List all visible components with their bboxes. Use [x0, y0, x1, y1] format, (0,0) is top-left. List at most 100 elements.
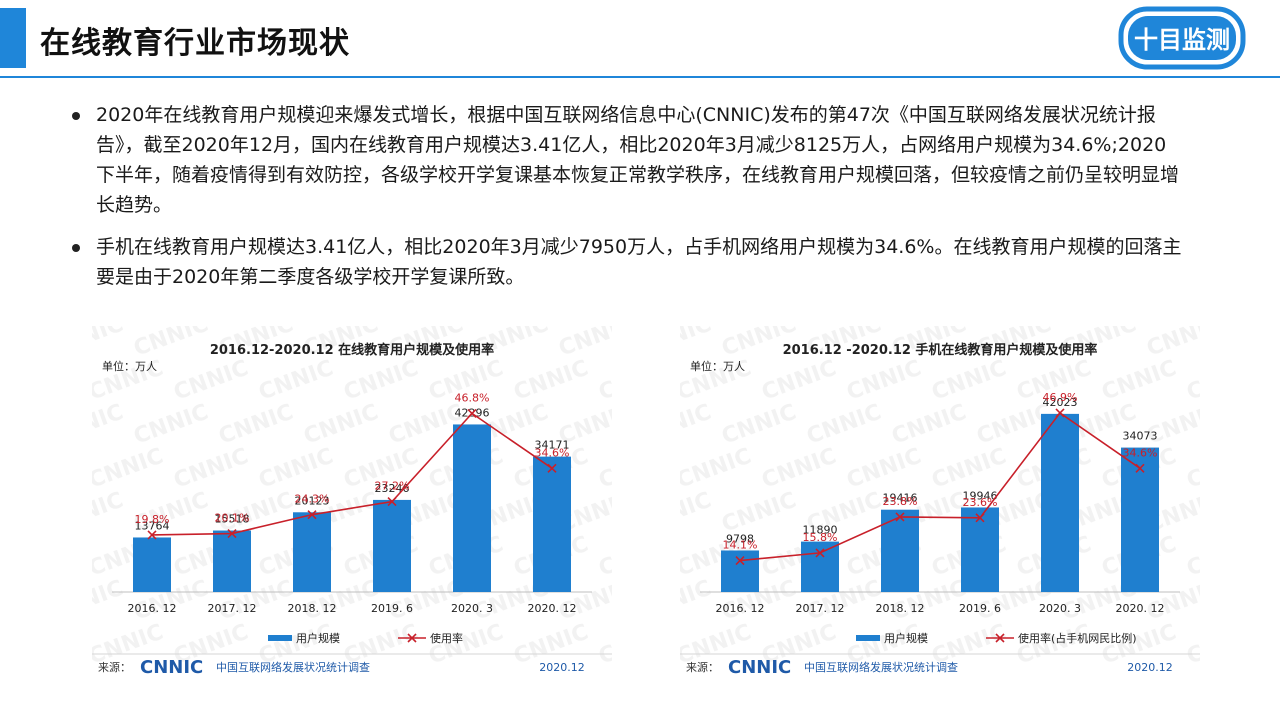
line-value-label: 34.6% [535, 446, 570, 459]
watermark-text: CNNIC [1184, 444, 1200, 494]
page-title: 在线教育行业市场现状 [40, 26, 350, 61]
legend-line-marker [407, 633, 417, 643]
line-value-label: 24.3% [295, 493, 330, 506]
legend-bar-swatch [268, 635, 292, 641]
line-point [735, 555, 745, 566]
watermark-text: CNNIC [804, 400, 885, 450]
watermark-text: CNNIC [1184, 356, 1200, 406]
watermark-text: CNNIC [1184, 620, 1200, 670]
line-point [307, 510, 317, 520]
watermark-text: CNNIC [171, 444, 252, 494]
source-date: 2020.12 [539, 661, 585, 674]
watermark-text: CNNIC [844, 356, 925, 406]
watermark-text: CNNIC [844, 444, 925, 494]
line-point [815, 548, 825, 558]
watermark-text: CNNIC [596, 532, 612, 582]
watermark-text: CNNIC [596, 620, 612, 670]
watermark-text: CNNIC [719, 400, 800, 450]
bar-value-label: 13764 [135, 519, 170, 532]
watermark-text: CNNIC [92, 400, 127, 450]
point-marker [1055, 408, 1065, 418]
brand-logo: 十目监测 [1118, 6, 1246, 70]
source-date: 2020.12 [1127, 661, 1173, 674]
watermark-text: CNNIC [131, 326, 212, 362]
x-tick-label: 2018. 12 [876, 602, 925, 615]
bar [1121, 447, 1159, 592]
line-value-label: 23.6% [963, 496, 998, 509]
legend-line-label: 使用率 [430, 631, 463, 645]
series-line [739, 411, 1141, 562]
watermark-text: CNNIC [341, 356, 422, 406]
line-point [227, 528, 237, 539]
watermark-text: CNNIC [596, 444, 612, 494]
x-tick-label: 2020. 3 [451, 602, 493, 615]
legend-line-label: 使用率(占手机网民比例) [1018, 631, 1137, 645]
bar [721, 550, 759, 592]
line-value-label: 46.8% [455, 391, 490, 404]
bar [213, 530, 251, 592]
bar-value-label: 9798 [726, 532, 754, 545]
bar-value-label: 15518 [215, 513, 250, 526]
watermark-text: CNNIC [256, 444, 337, 494]
x-tick-label: 2020. 12 [1116, 602, 1165, 615]
chart-title: 2016.12 -2020.12 手机在线教育用户规模及使用率 [783, 342, 1098, 358]
unit-label: 单位：万人 [102, 359, 157, 373]
watermark-text: CNNIC [92, 326, 127, 362]
brand-logo-text: 十目监测 [1134, 26, 1230, 54]
unit-label: 单位：万人 [690, 359, 745, 373]
source-prefix: 来源： [686, 660, 719, 674]
x-tick-label: 2020. 3 [1039, 602, 1081, 615]
point-marker [147, 530, 157, 540]
watermark-text: CNNIC [556, 326, 612, 362]
title-accent-bar [0, 8, 26, 68]
line-value-label: 46.9% [1043, 391, 1078, 404]
bar [453, 424, 491, 592]
point-marker [547, 463, 557, 473]
line-value-label: 19.8% [135, 513, 170, 526]
line-value-label: 14.1% [723, 539, 758, 552]
bar-value-label: 34073 [1123, 430, 1158, 443]
x-tick-label: 2020. 12 [528, 602, 577, 615]
watermark-text: CNNIC [511, 356, 592, 406]
legend-bar-swatch [856, 635, 880, 641]
legend-bar-label: 用户规模 [884, 631, 928, 645]
watermark-text: CNNIC [596, 356, 612, 406]
point-marker [735, 555, 745, 566]
bar-value-label: 11890 [803, 524, 838, 537]
watermark-text: CNNIC [256, 356, 337, 406]
source-brand: CNNIC [140, 657, 203, 678]
watermark-text: CNNIC [680, 576, 715, 626]
point-marker [975, 513, 985, 523]
bar [533, 456, 571, 592]
line-value-label: 20.1% [215, 512, 250, 525]
source-prefix: 来源： [98, 660, 131, 674]
bar-value-label: 34171 [535, 439, 570, 452]
watermark-text: CNNIC [1184, 532, 1200, 582]
watermark-text: CNNIC [216, 400, 297, 450]
x-tick-label: 2017. 12 [208, 602, 257, 615]
watermark-text: CNNIC [1099, 356, 1180, 406]
bullet-list: 2020年在线教育用户规模迎来爆发式增长，根据中国互联网络信息中心(CNNIC)… [72, 100, 1182, 304]
source-brand: CNNIC [728, 657, 791, 678]
watermark-text: CNNIC [680, 444, 755, 494]
watermark-text: CNNIC [680, 326, 715, 362]
line-point [975, 513, 985, 523]
watermark-text: CNNIC [92, 576, 127, 626]
watermark-text: CNNIC [1144, 326, 1200, 362]
point-marker [467, 408, 477, 418]
chart-online-education-users: CNNIC CNNIC CNNIC CNNIC CNNIC CNNIC CNNIC CNNIC… [92, 326, 612, 694]
bar [373, 499, 411, 592]
watermark-text: CNNIC [759, 356, 840, 406]
bar [801, 541, 839, 592]
point-marker [307, 510, 317, 520]
x-tick-label: 2019. 6 [371, 602, 413, 615]
source-name: 中国互联网络发展状况统计调查 [216, 660, 370, 674]
bar-value-label: 19946 [963, 489, 998, 502]
watermark-text: CNNIC [131, 400, 212, 450]
bullet-item: 2020年在线教育用户规模迎来爆发式增长，根据中国互联网络信息中心(CNNIC)… [72, 100, 1182, 220]
chart-svg: CNNIC CNNIC CNNIC CNNIC CNNIC CNNIC CNNICCNNIC… [680, 326, 1200, 678]
bar-value-label: 19416 [883, 492, 918, 505]
bullet-item: 手机在线教育用户规模达3.41亿人，相比2020年3月减少7950万人，占手机网… [72, 232, 1182, 292]
bar [1041, 413, 1079, 592]
title-divider [0, 76, 1280, 78]
